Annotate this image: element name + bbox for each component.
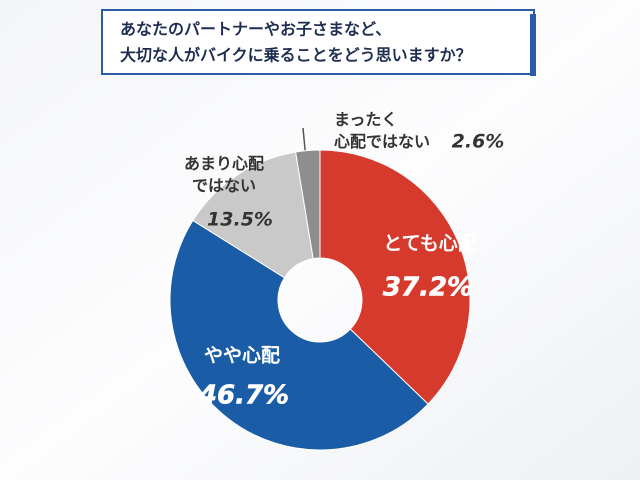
title-box bbox=[101, 9, 535, 75]
value-label: 46.7% bbox=[198, 381, 289, 411]
donut-slice bbox=[169, 219, 429, 451]
value-label: 13.5% bbox=[207, 209, 273, 231]
slice-label: あまり心配ではない bbox=[184, 154, 264, 195]
chart-title: あなたのパートナーやお子さまなど、 bbox=[120, 20, 391, 39]
slice-label: とても心配 bbox=[383, 233, 476, 255]
title-box-shadow bbox=[530, 14, 536, 76]
donut-slice bbox=[295, 149, 321, 260]
donut-slice bbox=[192, 151, 314, 279]
chart-title: 大切な人がバイクに乗ることをどう思いますか？ bbox=[120, 46, 472, 65]
donut-slice bbox=[319, 149, 471, 405]
slice-label-line: まったく bbox=[334, 110, 397, 129]
slice-label: やや心配 bbox=[204, 345, 280, 367]
slice-label-line: ではない bbox=[192, 176, 256, 195]
value-label: 2.6% bbox=[452, 131, 505, 153]
slice-label: まったく心配ではない bbox=[334, 110, 430, 151]
value-label: 37.2% bbox=[383, 273, 473, 303]
slice-label-line: あまり心配 bbox=[184, 154, 264, 173]
slice-label-line: 心配ではない bbox=[334, 132, 430, 151]
